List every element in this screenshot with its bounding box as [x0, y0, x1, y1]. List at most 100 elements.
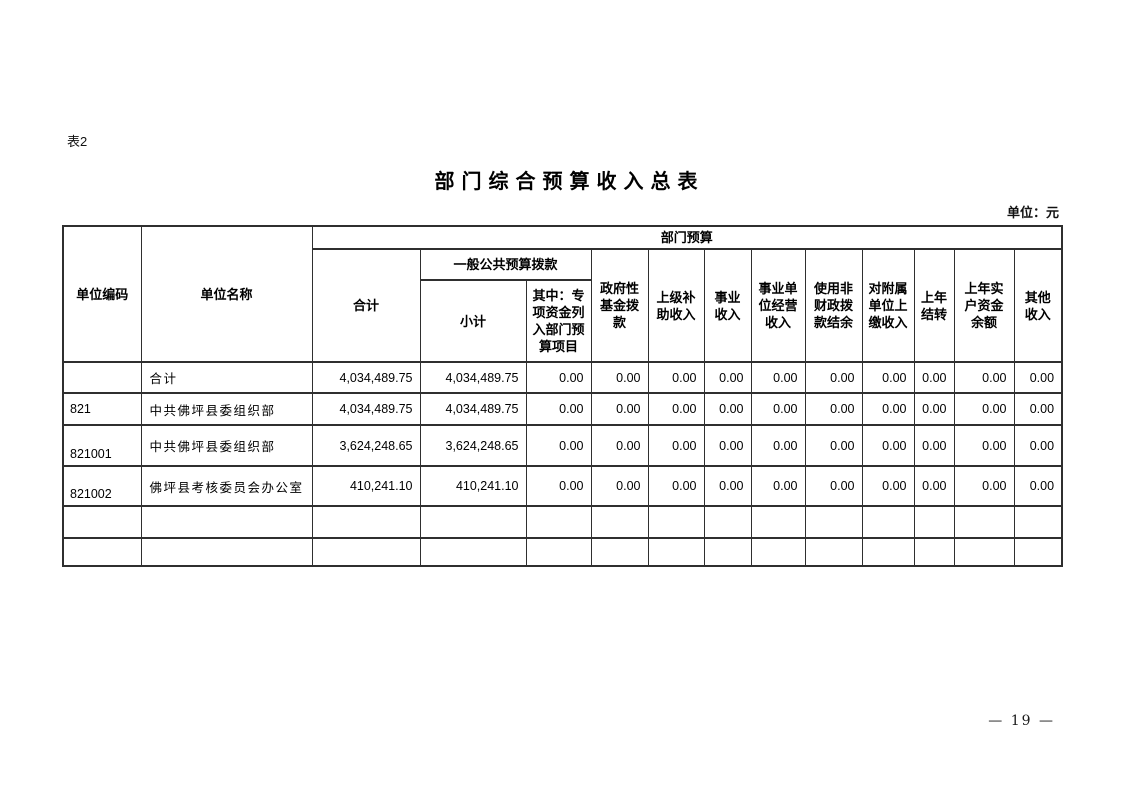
table-row	[62, 537, 1063, 567]
value-cell	[913, 505, 955, 539]
value-cell: 0.00	[913, 424, 955, 467]
value-cell	[953, 537, 1015, 567]
unit-name-cell	[140, 537, 313, 567]
value-cell: 0.00	[750, 424, 806, 467]
value-cell: 0.00	[913, 392, 955, 426]
value-cell: 0.00	[750, 361, 806, 394]
value-cell: 0.00	[525, 361, 592, 394]
value-cell	[590, 537, 649, 567]
table-row	[62, 505, 1063, 539]
col-header-business-income: 事业 收入	[703, 248, 752, 363]
value-cell: 0.00	[525, 465, 592, 507]
value-cell: 0.00	[590, 392, 649, 426]
value-cell: 0.00	[1013, 424, 1063, 467]
value-cell: 0.00	[953, 465, 1015, 507]
value-cell: 0.00	[750, 392, 806, 426]
value-cell	[861, 537, 915, 567]
unit-name-cell: 中共佛坪县委组织部	[140, 424, 313, 467]
unit-code-cell	[62, 505, 142, 539]
value-cell: 0.00	[804, 465, 863, 507]
value-cell: 0.00	[703, 361, 752, 394]
value-cell	[1013, 505, 1063, 539]
value-cell: 0.00	[525, 392, 592, 426]
value-cell: 0.00	[1013, 465, 1063, 507]
col-header-affiliated-income: 对附属 单位上 缴收入	[861, 248, 915, 363]
value-cell: 0.00	[590, 465, 649, 507]
unit-name-cell: 中共佛坪县委组织部	[140, 392, 313, 426]
value-cell: 0.00	[913, 465, 955, 507]
col-header-prev-year-carryover: 上年 结转	[913, 248, 955, 363]
value-cell: 0.00	[861, 392, 915, 426]
value-cell: 0.00	[861, 465, 915, 507]
header-row-1: 单位编码 单位名称 部门预算	[62, 225, 1063, 363]
value-cell: 0.00	[1013, 392, 1063, 426]
value-cell	[703, 505, 752, 539]
value-cell: 0.00	[913, 361, 955, 394]
value-cell: 0.00	[647, 424, 705, 467]
value-cell	[703, 537, 752, 567]
value-cell	[419, 505, 527, 539]
value-cell	[953, 505, 1015, 539]
header-row-2: 合计 一般公共预算拨款 政府性 基金拨 款 上级补 助收入 事业 收入 事业单 …	[63, 248, 1063, 363]
value-cell	[1013, 537, 1063, 567]
col-header-unit-code: 单位编码	[62, 225, 142, 363]
value-cell: 0.00	[590, 361, 649, 394]
value-cell	[311, 537, 421, 567]
col-header-total: 合计	[311, 248, 421, 363]
col-header-special-funds: 其中：专 项资金列 入部门预 算项目	[525, 279, 592, 363]
value-cell	[861, 505, 915, 539]
value-cell: 0.00	[1013, 361, 1063, 394]
col-header-prev-year-actual-balance: 上年实 户资金 余额	[953, 248, 1015, 363]
value-cell: 3,624,248.65	[311, 424, 421, 467]
value-cell	[647, 537, 705, 567]
value-cell: 4,034,489.75	[311, 392, 421, 426]
col-header-dept-budget: 部门预算	[311, 225, 1063, 250]
table-row: 821 中共佛坪县委组织部 4,034,489.75 4,034,489.75 0.00…	[62, 392, 1063, 426]
col-header-superior-subsidy: 上级补 助收入	[647, 248, 705, 363]
table-row: 合计 4,034,489.75 4,034,489.75 0.00 0.00 0.00 0.…	[62, 361, 1063, 394]
value-cell: 0.00	[590, 424, 649, 467]
value-cell: 0.00	[861, 361, 915, 394]
header-row-3: 小计 其中：专 项资金列 入部门预 算项目	[63, 279, 1062, 363]
unit-code-cell	[62, 537, 142, 567]
value-cell: 0.00	[953, 361, 1015, 394]
value-cell: 0.00	[804, 361, 863, 394]
value-cell: 410,241.10	[311, 465, 421, 507]
value-cell	[750, 505, 806, 539]
value-cell: 0.00	[953, 424, 1015, 467]
col-header-operating-income: 事业单 位经营 收入	[750, 248, 806, 363]
value-cell: 410,241.10	[419, 465, 527, 507]
unit-name-cell	[140, 505, 313, 539]
value-cell	[804, 505, 863, 539]
unit-code-cell: 821	[62, 392, 142, 426]
value-cell: 0.00	[647, 392, 705, 426]
value-cell	[311, 505, 421, 539]
value-cell: 4,034,489.75	[311, 361, 421, 394]
table-row: 821002 佛坪县考核委员会办公室 410,241.10 410,241.10 0.0…	[62, 465, 1063, 507]
value-cell: 0.00	[703, 465, 752, 507]
col-header-subtotal: 小计	[419, 279, 527, 363]
value-cell	[750, 537, 806, 567]
value-cell	[419, 537, 527, 567]
value-cell: 0.00	[953, 392, 1015, 426]
table-body: 合计 4,034,489.75 4,034,489.75 0.00 0.00 0.00 0.…	[62, 361, 1063, 567]
value-cell	[525, 537, 592, 567]
value-cell	[525, 505, 592, 539]
value-cell: 0.00	[703, 424, 752, 467]
value-cell: 3,624,248.65	[419, 424, 527, 467]
col-header-other-income: 其他 收入	[1013, 248, 1063, 363]
col-header-general-public-budget: 一般公共预算拨款	[419, 248, 592, 281]
unit-name-cell: 合计	[140, 361, 313, 394]
value-cell: 4,034,489.75	[419, 361, 527, 394]
col-header-unit-name: 单位名称	[140, 225, 313, 363]
value-cell	[913, 537, 955, 567]
unit-code-cell	[62, 361, 142, 394]
value-cell: 4,034,489.75	[419, 392, 527, 426]
value-cell: 0.00	[804, 392, 863, 426]
unit-code-cell: 821001	[62, 424, 142, 467]
value-cell: 0.00	[703, 392, 752, 426]
page-title: 部门综合预算收入总表	[434, 171, 705, 193]
budget-income-table: 单位编码 单位名称 部门预算 合计 一般公共预算拨款 政府性 基金拨 款 上级补…	[62, 225, 1064, 567]
table-label: 表2	[67, 134, 88, 149]
value-cell: 0.00	[750, 465, 806, 507]
